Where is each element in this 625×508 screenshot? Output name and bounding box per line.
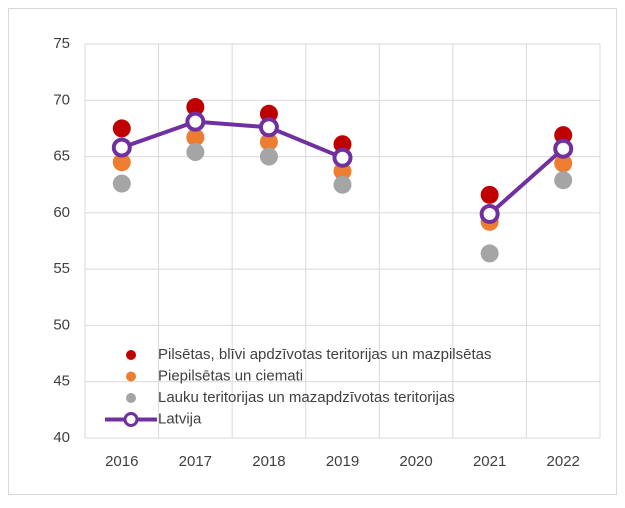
point bbox=[186, 98, 205, 117]
x-tick-label: 2020 bbox=[399, 453, 432, 470]
y-tick-label: 60 bbox=[53, 204, 70, 221]
point bbox=[112, 119, 131, 138]
legend-label: Lauku teritorijas un mazapdzīvotas terit… bbox=[158, 389, 455, 406]
line-marker bbox=[479, 203, 500, 224]
point bbox=[333, 135, 352, 154]
x-tick-label: 2017 bbox=[179, 453, 212, 470]
series-line bbox=[121, 119, 565, 216]
legend-label: Pilsētas, blīvi apdzīvotas teritorijas u… bbox=[158, 346, 491, 363]
point bbox=[333, 162, 352, 181]
point bbox=[259, 104, 278, 123]
x-tick-label: 2016 bbox=[105, 453, 138, 470]
line-marker bbox=[553, 138, 574, 159]
point bbox=[112, 153, 131, 172]
point bbox=[480, 244, 499, 263]
legend-marker bbox=[126, 371, 136, 382]
point bbox=[259, 147, 278, 166]
line-marker bbox=[332, 147, 353, 168]
point bbox=[259, 132, 278, 151]
point bbox=[554, 171, 573, 190]
y-tick-label: 55 bbox=[53, 260, 70, 277]
point bbox=[554, 154, 573, 173]
point bbox=[186, 128, 205, 147]
chart-frame bbox=[8, 8, 617, 495]
legend-label: Latvija bbox=[158, 410, 202, 427]
y-tick-label: 70 bbox=[53, 91, 70, 108]
x-tick-label: 2022 bbox=[547, 453, 580, 470]
y-tick-label: 50 bbox=[53, 316, 70, 333]
y-tick-label: 45 bbox=[53, 373, 70, 390]
legend-marker bbox=[126, 393, 136, 403]
y-tick-label: 40 bbox=[53, 429, 70, 446]
point bbox=[112, 174, 131, 193]
point bbox=[186, 143, 205, 162]
line-marker bbox=[185, 111, 206, 132]
line-marker bbox=[111, 137, 132, 158]
x-tick-label: 2019 bbox=[326, 453, 359, 470]
legend-marker bbox=[123, 412, 139, 427]
point bbox=[480, 185, 499, 204]
line-marker bbox=[258, 117, 279, 138]
x-tick-label: 2018 bbox=[252, 453, 285, 470]
x-tick-label: 2021 bbox=[473, 453, 506, 470]
y-tick-label: 65 bbox=[53, 148, 70, 165]
point bbox=[333, 175, 352, 194]
y-tick-label: 75 bbox=[53, 35, 70, 52]
point bbox=[554, 126, 573, 145]
legend-label: Piepilsētas un ciemati bbox=[158, 367, 303, 384]
legend-marker bbox=[126, 350, 136, 360]
